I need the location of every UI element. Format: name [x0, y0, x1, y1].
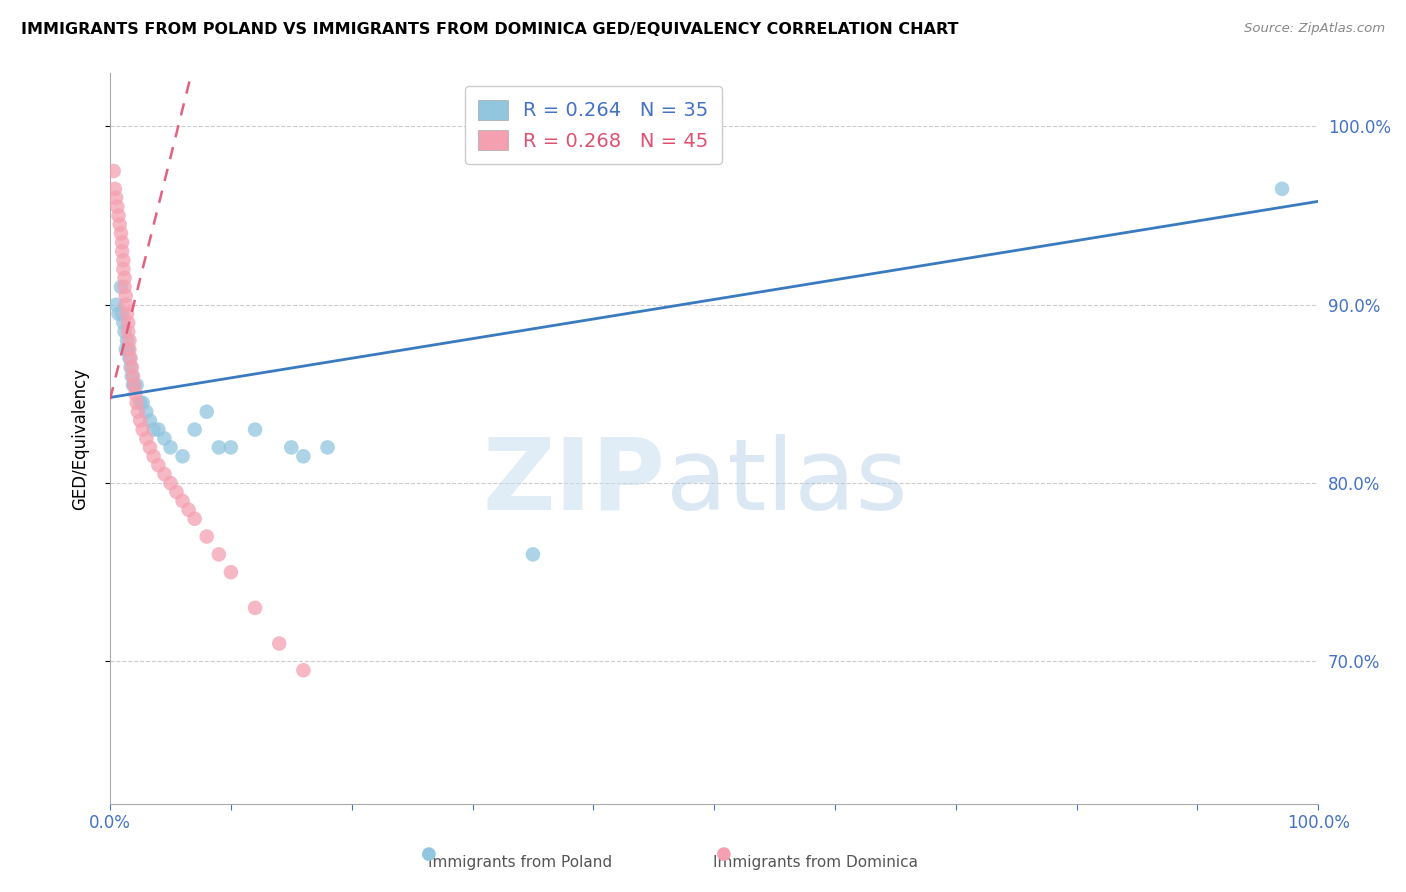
Point	[153, 432, 176, 446]
Point	[166, 485, 188, 500]
Point	[114, 271, 136, 285]
Point	[107, 307, 129, 321]
Text: atlas: atlas	[666, 434, 907, 531]
Point	[122, 369, 145, 384]
Point	[219, 441, 242, 455]
Point	[269, 636, 291, 650]
Point	[208, 441, 231, 455]
Point	[120, 351, 142, 366]
Point	[114, 289, 136, 303]
Point	[292, 663, 315, 677]
Point	[172, 494, 194, 508]
Point	[135, 432, 157, 446]
Point	[121, 360, 143, 375]
Point	[243, 423, 266, 437]
Point	[125, 378, 148, 392]
Point	[105, 200, 128, 214]
Point	[172, 450, 194, 464]
Point	[124, 387, 146, 401]
Text: Immigrants from Poland: Immigrants from Poland	[429, 855, 612, 870]
Point	[129, 396, 152, 410]
Point	[114, 280, 136, 294]
Point	[159, 441, 181, 455]
Point	[103, 164, 125, 178]
Point	[280, 441, 302, 455]
Text: Source: ZipAtlas.com: Source: ZipAtlas.com	[1244, 22, 1385, 36]
Point	[177, 503, 200, 517]
Text: ●: ●	[716, 846, 733, 863]
Point	[159, 476, 181, 491]
Point	[117, 316, 139, 330]
Point	[195, 530, 218, 544]
Point	[114, 298, 136, 312]
Point	[142, 423, 165, 437]
Point	[139, 414, 162, 428]
Point	[316, 441, 339, 455]
Point	[114, 325, 136, 339]
Point	[114, 343, 136, 357]
Point	[118, 351, 141, 366]
Point	[148, 423, 170, 437]
Point	[183, 512, 205, 526]
Point	[117, 325, 139, 339]
Point	[112, 262, 135, 277]
Point	[117, 343, 139, 357]
Point	[111, 244, 134, 259]
Point	[122, 378, 145, 392]
Text: ZIP: ZIP	[484, 434, 666, 531]
Point	[129, 414, 152, 428]
Text: ●: ●	[420, 846, 437, 863]
Point	[131, 423, 153, 437]
Point	[121, 369, 143, 384]
Point	[104, 182, 127, 196]
Point	[127, 405, 149, 419]
Point	[118, 334, 141, 348]
Point	[219, 565, 242, 579]
Text: IMMIGRANTS FROM POLAND VS IMMIGRANTS FROM DOMINICA GED/EQUIVALENCY CORRELATION C: IMMIGRANTS FROM POLAND VS IMMIGRANTS FRO…	[21, 22, 959, 37]
Point	[118, 343, 141, 357]
Point	[195, 405, 218, 419]
Point	[120, 360, 142, 375]
Point	[131, 396, 153, 410]
Point	[115, 307, 138, 321]
Point	[522, 547, 544, 561]
Point	[110, 280, 132, 294]
Point	[183, 423, 205, 437]
Point	[292, 450, 315, 464]
Point	[107, 209, 129, 223]
Point	[243, 600, 266, 615]
Point	[115, 334, 138, 348]
Point	[208, 547, 231, 561]
Point	[153, 467, 176, 482]
Point	[105, 191, 128, 205]
Point	[111, 307, 134, 321]
Point	[1271, 182, 1294, 196]
Point	[125, 396, 148, 410]
Text: Immigrants from Dominica: Immigrants from Dominica	[713, 855, 918, 870]
Point	[139, 441, 162, 455]
Point	[112, 316, 135, 330]
Point	[108, 218, 131, 232]
Point	[122, 378, 145, 392]
Point	[148, 458, 170, 473]
Point	[111, 235, 134, 250]
Point	[122, 378, 145, 392]
Legend: R = 0.264   N = 35, R = 0.268   N = 45: R = 0.264 N = 35, R = 0.268 N = 45	[465, 87, 721, 164]
Point	[142, 450, 165, 464]
Point	[112, 253, 135, 268]
Point	[105, 298, 128, 312]
Y-axis label: GED/Equivalency: GED/Equivalency	[72, 368, 89, 509]
Point	[135, 405, 157, 419]
Point	[110, 227, 132, 241]
